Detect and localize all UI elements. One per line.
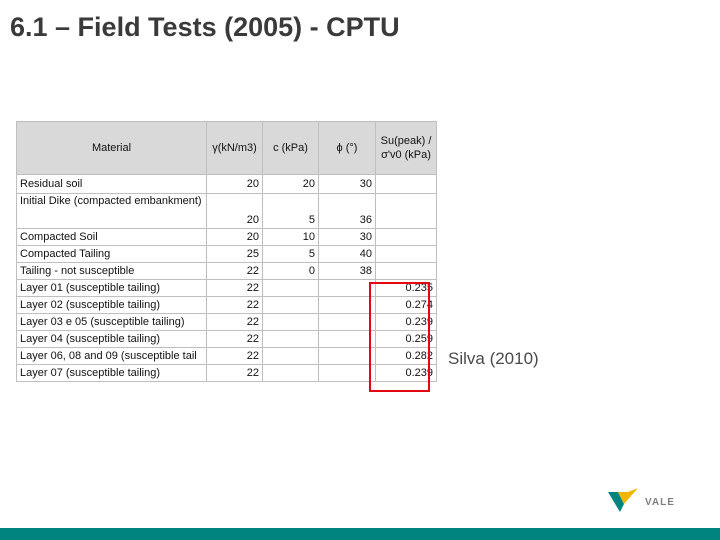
cell-su-ratio — [375, 228, 437, 246]
cell-gamma: 22 — [206, 347, 263, 365]
cell-su-ratio — [375, 245, 437, 263]
cell-gamma: 22 — [206, 313, 263, 331]
cell-su-ratio: 0.274 — [375, 296, 437, 314]
cell-cohesion: 5 — [262, 193, 319, 229]
cell-cohesion — [262, 330, 319, 348]
cell-cohesion: 5 — [262, 245, 319, 263]
vale-logo-icon — [608, 488, 638, 512]
cell-gamma: 22 — [206, 262, 263, 280]
footer-bar — [0, 528, 720, 540]
cell-gamma: 22 — [206, 296, 263, 314]
header-gamma: γ(kN/m3) — [206, 121, 263, 175]
cell-friction-angle — [318, 279, 376, 297]
cell-material: Layer 01 (susceptible tailing) — [16, 279, 207, 297]
table-row: Tailing - not susceptible 22 0 38 — [16, 262, 437, 280]
cell-su-ratio — [375, 262, 437, 280]
slide-title: 6.1 – Field Tests (2005) - CPTU — [10, 12, 400, 42]
cell-su-ratio: 0.239 — [375, 364, 437, 382]
cell-friction-angle — [318, 347, 376, 365]
cell-friction-angle: 30 — [318, 228, 376, 246]
cell-su-ratio: 0.239 — [375, 313, 437, 331]
cell-friction-angle: 38 — [318, 262, 376, 280]
su-highlight-box — [369, 282, 430, 392]
cell-cohesion — [262, 347, 319, 365]
cell-su-ratio — [375, 193, 437, 229]
cell-friction-angle — [318, 296, 376, 314]
cell-cohesion: 10 — [262, 228, 319, 246]
header-friction-angle: ϕ (°) — [318, 121, 376, 175]
table-row: Layer 04 (susceptible tailing) 22 0.259 — [16, 330, 437, 348]
cell-friction-angle — [318, 313, 376, 331]
table-row: Compacted Tailing 25 5 40 — [16, 245, 437, 263]
cell-gamma: 25 — [206, 245, 263, 263]
cell-material: Layer 02 (susceptible tailing) — [16, 296, 207, 314]
cell-su-ratio — [375, 174, 437, 194]
cell-cohesion — [262, 364, 319, 382]
cell-material: Layer 07 (susceptible tailing) — [16, 364, 207, 382]
cell-friction-angle — [318, 364, 376, 382]
cell-friction-angle: 40 — [318, 245, 376, 263]
logo-text: VALE — [645, 497, 675, 508]
cell-cohesion — [262, 296, 319, 314]
cell-gamma: 20 — [206, 193, 263, 229]
cell-gamma: 22 — [206, 364, 263, 382]
cell-gamma: 20 — [206, 174, 263, 194]
table-row: Layer 02 (susceptible tailing) 22 0.274 — [16, 296, 437, 314]
cell-cohesion — [262, 313, 319, 331]
header-su-ratio: Su(peak) /σ'v0 (kPa) — [375, 121, 437, 175]
cell-gamma: 22 — [206, 330, 263, 348]
header-material: Material — [16, 121, 207, 175]
cell-material: Layer 06, 08 and 09 (susceptible tail — [16, 347, 207, 365]
cell-material: Residual soil — [16, 174, 207, 194]
table-row: Layer 03 e 05 (susceptible tailing) 22 0… — [16, 313, 437, 331]
cell-cohesion: 0 — [262, 262, 319, 280]
cell-gamma: 20 — [206, 228, 263, 246]
table-row: Initial Dike (compacted embankment) 20 5… — [16, 193, 437, 229]
cell-material: Compacted Soil — [16, 228, 207, 246]
parameters-table: Material γ(kN/m3) c (kPa) ϕ (°) Su(peak)… — [16, 121, 437, 382]
cell-material: Layer 03 e 05 (susceptible tailing) — [16, 313, 207, 331]
header-cohesion: c (kPa) — [262, 121, 319, 175]
cell-friction-angle: 30 — [318, 174, 376, 194]
cell-friction-angle — [318, 330, 376, 348]
cell-cohesion: 20 — [262, 174, 319, 194]
cell-material: Tailing - not susceptible — [16, 262, 207, 280]
cell-su-ratio: 0.259 — [375, 330, 437, 348]
cell-gamma: 22 — [206, 279, 263, 297]
cell-material: Compacted Tailing — [16, 245, 207, 263]
table-row: Layer 07 (susceptible tailing) 22 0.239 — [16, 364, 437, 382]
cell-material: Initial Dike (compacted embankment) — [16, 193, 207, 229]
cell-friction-angle: 36 — [318, 193, 376, 229]
citation-text: Silva (2010) — [448, 349, 539, 368]
table-row: Compacted Soil 20 10 30 — [16, 228, 437, 246]
cell-material: Layer 04 (susceptible tailing) — [16, 330, 207, 348]
table-row: Residual soil 20 20 30 — [16, 174, 437, 194]
cell-cohesion — [262, 279, 319, 297]
table-header-row: Material γ(kN/m3) c (kPa) ϕ (°) Su(peak)… — [16, 121, 437, 175]
